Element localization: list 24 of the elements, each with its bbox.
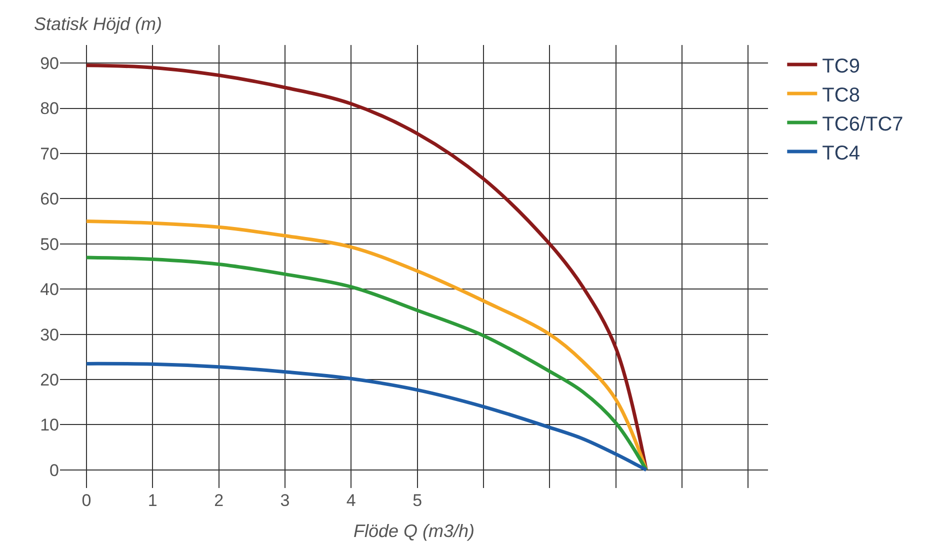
- y-tick-label: 20: [40, 370, 59, 390]
- y-tick-label: 90: [40, 54, 59, 74]
- legend-label: TC6/TC7: [822, 113, 904, 136]
- x-tick-label: 2: [214, 491, 224, 510]
- y-tick-label: 80: [40, 99, 59, 118]
- y-tick-label: 0: [50, 460, 59, 480]
- y-tick-label: 40: [40, 280, 59, 300]
- x-tick-label: 0: [82, 491, 92, 510]
- x-tick-label: 3: [280, 491, 290, 510]
- y-tick-label: 60: [40, 190, 59, 209]
- x-tick-label: 1: [148, 491, 158, 510]
- y-tick-label: 30: [40, 325, 59, 344]
- legend-label: TC4: [822, 142, 860, 164]
- legend-label: TC9: [822, 55, 860, 78]
- y-tick-label: 50: [40, 234, 59, 254]
- y-axis-title: Statisk Höjd (m): [34, 14, 162, 34]
- legend-label: TC8: [822, 84, 860, 106]
- x-tick-label: 5: [412, 491, 422, 510]
- y-tick-label: 70: [40, 144, 59, 164]
- line-series: [84, 362, 648, 472]
- x-tick-label: 4: [346, 491, 356, 510]
- y-tick-label: 10: [40, 416, 59, 435]
- line-series: [84, 64, 648, 472]
- x-axis-title: Flöde Q (m3/h): [353, 521, 475, 542]
